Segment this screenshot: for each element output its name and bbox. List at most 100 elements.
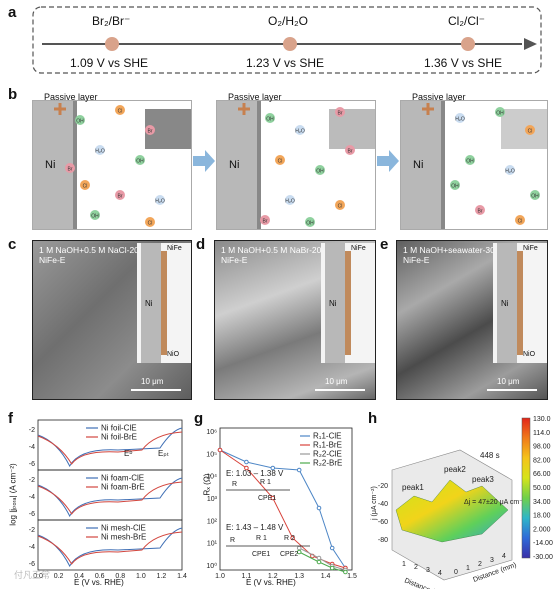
f-xtick: 0.0 [33,573,43,580]
h-xtick: 3 [426,567,430,574]
scale-label: 10 μm [325,377,348,386]
g-point [296,545,302,551]
g-legend: R₁1-ClE [313,432,341,441]
oh-ion: OH [135,155,145,165]
arrow-right-icon [193,150,215,172]
svg-text:OH: OH [451,184,459,190]
plus-icon [422,103,434,115]
svg-text:Cl: Cl [528,129,533,135]
h-ytick: 1 [466,565,470,572]
svg-text:H₂O: H₂O [155,199,165,205]
g-ytick: 10³ [207,496,218,503]
svg-text:Cl: Cl [518,219,523,225]
cl-ion: Cl [515,215,525,225]
potential-br: 1.09 V vs SHE [70,56,149,70]
svg-text:H₂O: H₂O [295,129,305,135]
br-ion: Br [115,190,125,200]
arrow-right-icon [377,150,399,172]
panel-letter-c: c [8,236,17,253]
potential-cl: 1.36 V vs SHE [424,56,503,70]
f-ytick: -2 [29,427,35,434]
f-annot-ept: Eₚₜ [158,449,169,458]
g-point [244,459,249,465]
f-ytick: -2 [29,527,35,534]
g-ytick: 10⁶ [206,429,217,436]
scale-bar [487,389,537,391]
oh-ion: OH [90,210,100,220]
f-legend-cle: Ni foam-ClE [101,474,144,483]
passive-label-1: Passive layer [44,92,98,102]
g-point [244,465,249,471]
h-zlabel: j (μA cm⁻²) [371,486,378,521]
g-ytick: 10¹ [207,541,218,548]
h-colorbar-tick: 66.00 [533,471,551,478]
g-ytick: 10² [207,518,218,525]
sem-e-line2: NiFe-E [403,255,430,265]
ni-label: Ni [413,159,424,171]
br-ion: Br [345,145,355,155]
svg-text:Cl: Cl [118,109,123,115]
h2o-ion: H₂O [505,165,515,175]
potential-o2: 1.23 V vs SHE [246,56,325,70]
g-point [329,565,335,571]
f-xlabel: E (V vs. RHE) [74,578,124,587]
ions-overlay: OH Cl Br H₂O OH Cl Br H₂O OH Cl Br OH H₂O Br Cl OH Br H₂O… [54,103,540,227]
f-ytick: -4 [29,494,35,501]
panel-letter-a: a [8,4,17,21]
f-ytick: -4 [29,444,35,451]
g-legend: R₁1-BrE [313,441,342,450]
couple-br: Br₂/Br⁻ [92,14,131,28]
f-xtick: 1.4 [177,573,187,580]
svg-text:Br: Br [118,194,123,200]
oh-ion: OH [530,190,540,200]
g-ytick: 10⁴ [206,474,217,481]
g-point [270,465,276,471]
ni-label: Ni [45,159,56,171]
scale-bar [315,389,365,391]
h-colorbar-tick: 98.00 [533,444,551,451]
h-ytick: 3 [490,557,494,564]
h-peak3: peak3 [472,475,494,484]
h-ytick: 4 [502,553,506,560]
br-ion: Br [145,125,155,135]
svg-text:H₂O: H₂O [95,149,105,155]
f-legend-bre: Ni foam-BrE [101,483,145,492]
svg-text:R: R [232,481,237,488]
sem-c-line1: 1 M NaOH+0.5 M NaCl-20 h [39,245,146,255]
oh-ion: OH [305,217,315,227]
h-colorbar [521,417,531,559]
svg-text:R: R [230,537,235,544]
h-colorbar-tick: -14.00 [533,540,553,547]
cl-ion: Cl [525,125,535,135]
g-xtick: 1.4 [321,573,331,580]
oh-ion: OH [265,113,275,123]
plus-icon [238,103,250,115]
svg-text:Cl: Cl [338,204,343,210]
g-point [343,569,348,575]
h-ztick: -80 [378,537,388,544]
svg-text:CPE1: CPE1 [252,551,270,558]
couple-o2: O₂/H₂O [268,14,308,28]
sem-image-d: 1 M NaOH+0.5 M NaBr-20 h NiFe-E NiFe Ni … [214,240,376,400]
passive-label-2: Passive layer [228,92,282,102]
inset-cross-section: NiFe Ni [321,243,375,363]
oh-ion: OH [75,115,85,125]
br-ion: Br [475,205,485,215]
cl-ion: Cl [115,105,125,115]
svg-text:OH: OH [266,117,274,123]
g-series-line [298,551,346,573]
svg-text:R 1: R 1 [260,479,271,486]
oh-ion: OH [465,155,475,165]
svg-text:R 2: R 2 [284,535,295,542]
h-ytick: 0 [454,569,458,576]
h-peak2: peak2 [444,465,466,474]
h-colorbar-tick: 50.00 [533,485,551,492]
oh-ion: OH [315,165,325,175]
f-subplot [37,519,183,571]
panel-letter-e: e [380,236,389,253]
g-plot-area [219,427,353,571]
oh-ion: OH [450,180,460,190]
panel-letter-d: d [196,236,206,253]
f-xtick: 0.6 [95,573,105,580]
